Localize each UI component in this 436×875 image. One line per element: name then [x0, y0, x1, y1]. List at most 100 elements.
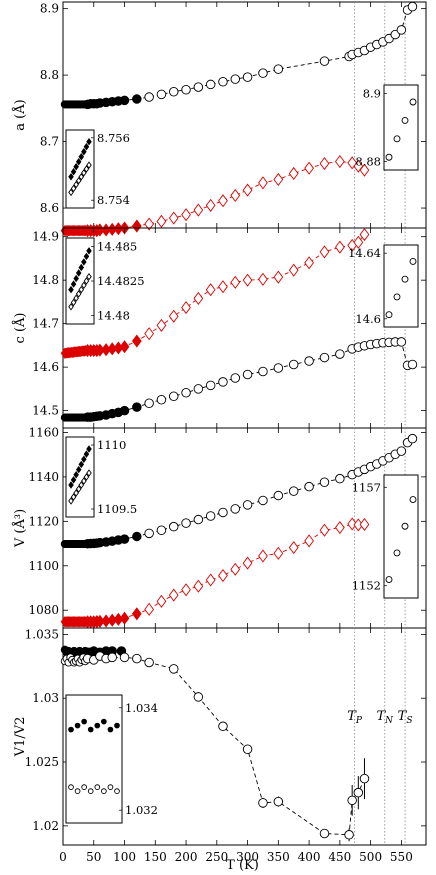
inset-point: [68, 303, 74, 311]
data-point: [181, 208, 191, 222]
data-point: [258, 366, 268, 377]
inset-tick-label: 1109.5: [97, 502, 137, 516]
inset-point: [401, 522, 409, 530]
data-point: [288, 263, 299, 277]
inset-point: [68, 173, 74, 181]
inset-point: [70, 298, 77, 307]
inset-tick-label: 1.034: [125, 701, 158, 715]
data-point: [193, 692, 204, 702]
inset-right: 8.88 8.9: [355, 84, 419, 171]
data-point: [132, 653, 142, 664]
y-tick-label: 1.025: [25, 755, 59, 769]
data-point: [168, 391, 179, 402]
data-point: [156, 525, 167, 535]
data-point: [407, 433, 418, 444]
x-tick-label: 200: [175, 850, 198, 864]
data-point: [144, 528, 154, 539]
data-point: [132, 402, 142, 412]
data-point: [335, 154, 345, 169]
data-point: [181, 84, 191, 95]
y-tick-label: 1.03: [32, 691, 59, 705]
data-point: [347, 517, 358, 531]
data-point: [258, 549, 268, 563]
data-point: [168, 309, 179, 323]
data-point: [144, 657, 154, 668]
series-1: [60, 337, 418, 422]
x-tick-label: 400: [298, 850, 321, 864]
inset-point: [75, 485, 82, 493]
inset-left: 14.48 14.4825 14.485: [65, 237, 145, 325]
y-tick-label: 1080: [28, 603, 59, 617]
y-tick-label: 14.7: [32, 317, 59, 331]
data-point: [273, 64, 284, 74]
inset-point: [81, 281, 87, 290]
data-point: [218, 377, 228, 387]
data-point: [359, 163, 370, 177]
inset-point: [385, 576, 393, 583]
inset-point: [393, 135, 401, 143]
transition-label-T_S: TS: [398, 709, 413, 726]
y-axis-label: V1/V2: [13, 717, 28, 758]
data-point: [218, 507, 228, 518]
inset-point: [107, 726, 114, 733]
data-point: [230, 275, 241, 289]
data-point: [335, 240, 345, 254]
data-point: [242, 744, 253, 755]
data-point: [258, 176, 268, 190]
data-point: [304, 161, 314, 175]
data-point: [319, 245, 330, 259]
data-point: [119, 534, 130, 544]
y-tick-label: 1120: [28, 514, 59, 528]
y-tick-label: 1.035: [25, 627, 59, 641]
inset-point: [68, 481, 74, 489]
inset-point: [78, 173, 85, 181]
data-point: [288, 166, 299, 181]
inset-point: [81, 169, 87, 177]
inset-point: [83, 252, 90, 261]
y-tick-label: 8.8: [40, 68, 59, 82]
data-point: [230, 562, 241, 576]
data-point: [156, 394, 167, 405]
inset-point: [68, 188, 74, 197]
data-point: [144, 602, 154, 616]
data-point: [319, 828, 330, 839]
data-point: [107, 652, 117, 663]
inset-point: [83, 277, 90, 285]
data-point: [218, 721, 228, 732]
inset-point: [114, 722, 120, 729]
x-tick-label: 350: [267, 850, 290, 864]
data-point: [396, 337, 407, 347]
inset-point: [409, 98, 417, 106]
data-point: [205, 283, 216, 297]
y-tick-label: 8.9: [40, 2, 59, 16]
data-point: [181, 301, 191, 315]
inset-tick-label: 8.756: [97, 131, 130, 145]
data-point: [132, 531, 142, 542]
series-2: [60, 517, 370, 629]
data-point: [119, 95, 130, 106]
data-point: [335, 349, 345, 359]
y-tick-label: 14.5: [32, 404, 59, 418]
data-point: [304, 256, 314, 270]
inset-point: [81, 258, 87, 266]
inset-point: [70, 280, 77, 288]
inset-point: [86, 469, 92, 477]
data-point: [205, 573, 216, 587]
inset-point: [401, 116, 409, 124]
data-point: [168, 521, 179, 532]
data-point: [319, 352, 330, 363]
y-tick-label: 8.6: [40, 201, 59, 215]
data-point: [119, 611, 130, 625]
inset-point: [101, 788, 107, 795]
y-tick-label: 1160: [28, 425, 59, 439]
data-point: [258, 272, 268, 286]
data-point: [335, 520, 345, 535]
data-point: [230, 188, 241, 202]
inset-point: [73, 470, 79, 479]
transition-label-T_P: TP: [347, 709, 363, 726]
data-point: [353, 787, 364, 798]
data-point: [242, 369, 253, 380]
x-tick-label: 300: [236, 850, 259, 864]
panel-1: 8.6 8.7 8.8 8.9 a (Å) 8.754 8.756 8.88 8.9: [12, 1, 427, 238]
y-tick-label: 1.02: [32, 819, 59, 833]
